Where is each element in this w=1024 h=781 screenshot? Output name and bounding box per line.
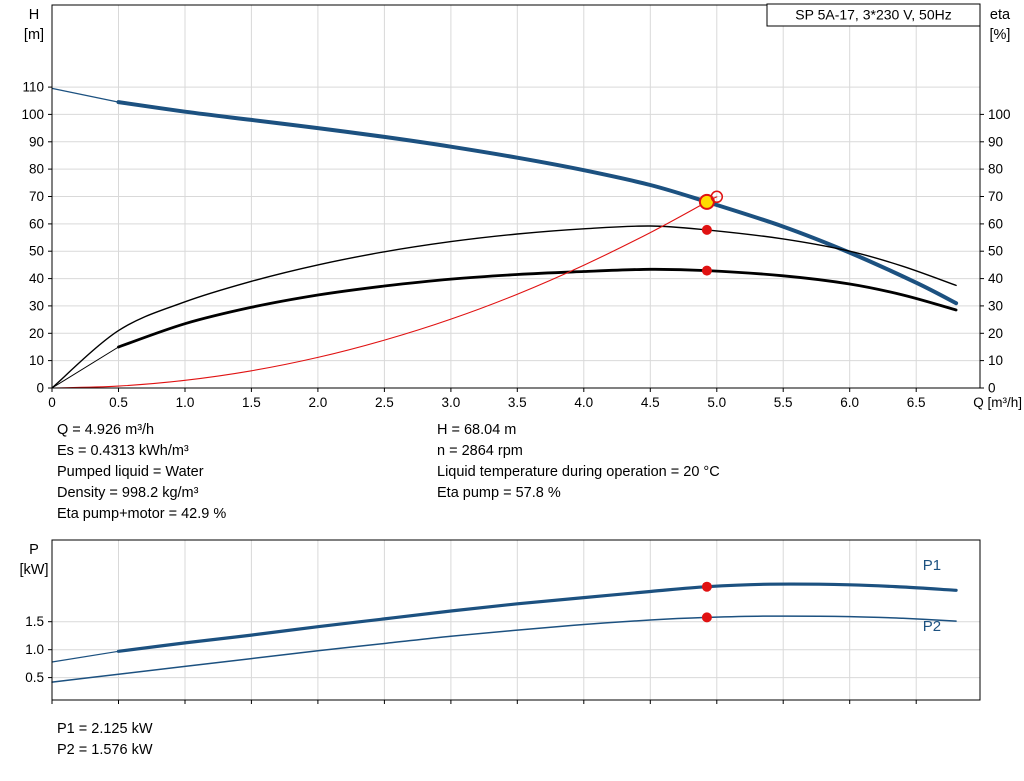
svg-text:80: 80 xyxy=(29,162,44,177)
svg-text:6.5: 6.5 xyxy=(907,395,926,410)
x-axis-label: Q [m³/h] xyxy=(973,395,1022,410)
y-axis-left-label: H xyxy=(29,7,39,23)
eta-pump-curve xyxy=(51,225,957,389)
chart-title-box xyxy=(766,3,981,27)
p2-point-marker xyxy=(701,612,712,623)
result-density: Density = 998.2 kg/m³ xyxy=(57,485,199,501)
y-axis-left-label: [kW] xyxy=(20,562,49,578)
svg-text:4.5: 4.5 xyxy=(641,395,660,410)
svg-text:70: 70 xyxy=(988,189,1003,204)
svg-text:20: 20 xyxy=(29,326,44,341)
svg-text:5.5: 5.5 xyxy=(774,395,793,410)
operating-point-results: Q = 4.926 m³/h Es = 0.4313 kWh/m³ Pumped… xyxy=(57,420,997,525)
results-right-column: H = 68.04 m n = 2864 rpm Liquid temperat… xyxy=(437,420,997,525)
axis-ticks xyxy=(48,621,917,704)
grid xyxy=(52,5,980,388)
svg-text:1.5: 1.5 xyxy=(242,395,261,410)
svg-text:20: 20 xyxy=(988,326,1003,341)
result-specific-energy: Es = 0.4313 kWh/m³ xyxy=(57,443,189,459)
svg-text:60: 60 xyxy=(29,216,44,231)
result-head: H = 68.04 m xyxy=(437,422,517,438)
svg-text:30: 30 xyxy=(29,298,44,313)
result-pumped-liquid: Pumped liquid = Water xyxy=(57,464,204,480)
chart-title: SP 5A-17, 3*230 V, 50Hz xyxy=(795,7,951,23)
eta-pump-motor-curve-lead xyxy=(51,346,119,389)
series-label-p2: P2 xyxy=(923,618,941,635)
svg-text:30: 30 xyxy=(988,298,1003,313)
svg-text:1.5: 1.5 xyxy=(25,614,44,629)
svg-text:2.0: 2.0 xyxy=(309,395,328,410)
svg-text:1.0: 1.0 xyxy=(176,395,195,410)
svg-text:10: 10 xyxy=(988,353,1003,368)
svg-text:3.0: 3.0 xyxy=(442,395,461,410)
svg-text:1.0: 1.0 xyxy=(25,642,44,657)
eta-pump-motor-curve xyxy=(117,267,958,349)
y-axis-right-label: eta xyxy=(990,7,1011,23)
result-flow: Q = 4.926 m³/h xyxy=(57,422,155,438)
svg-text:5.0: 5.0 xyxy=(707,395,726,410)
svg-text:60: 60 xyxy=(988,216,1003,231)
axis-tick-labels: 0.5 1.0 1.5 xyxy=(25,614,44,685)
svg-text:50: 50 xyxy=(29,244,44,259)
svg-text:10: 10 xyxy=(29,353,44,368)
svg-text:40: 40 xyxy=(29,271,44,286)
svg-text:6.0: 6.0 xyxy=(840,395,859,410)
eta-pump-motor-point-marker xyxy=(701,265,712,276)
svg-text:0: 0 xyxy=(48,395,56,410)
svg-text:100: 100 xyxy=(988,107,1011,122)
head-curve-lead xyxy=(51,87,119,103)
requested-point-marker xyxy=(710,190,724,204)
svg-text:100: 100 xyxy=(21,107,44,122)
svg-text:3.5: 3.5 xyxy=(508,395,527,410)
result-p2: P2 = 1.576 kW xyxy=(57,742,153,758)
svg-text:0: 0 xyxy=(988,381,996,396)
results-left-column: Q = 4.926 m³/h Es = 0.4313 kWh/m³ Pumped… xyxy=(57,420,437,525)
result-liquid-temperature: Liquid temperature during operation = 20… xyxy=(437,464,720,480)
hq-eta-chart: 0 0.5 1.0 1.5 2.0 2.5 3.0 3.5 4.0 4.5 5.0 5.5 6.0 6.5… xyxy=(21,3,1022,410)
series-label-p1: P1 xyxy=(923,557,941,574)
axis-tick-labels: 0 0.5 1.0 1.5 2.0 2.5 3.0 3.5 4.0 4.5 5.0 5.5 6.0 6.5… xyxy=(21,80,1010,410)
result-eta-pump-motor: Eta pump+motor = 42.9 % xyxy=(57,506,227,522)
grid xyxy=(52,540,980,700)
svg-text:110: 110 xyxy=(22,80,44,95)
y-axis-left-label: P xyxy=(29,542,39,558)
svg-text:4.0: 4.0 xyxy=(574,395,593,410)
result-eta-pump: Eta pump = 57.8 % xyxy=(437,485,561,501)
svg-text:0.5: 0.5 xyxy=(25,670,44,685)
svg-text:80: 80 xyxy=(988,162,1003,177)
p1-curve-lead xyxy=(51,650,119,663)
svg-text:50: 50 xyxy=(988,244,1003,259)
svg-text:0.5: 0.5 xyxy=(109,395,128,410)
result-p1: P1 = 2.125 kW xyxy=(57,721,153,737)
p1-point-marker xyxy=(701,581,712,592)
y-axis-left-label: [m] xyxy=(24,27,44,43)
axis-ticks xyxy=(48,86,984,392)
head-curve xyxy=(116,100,959,306)
eta-pump-point-marker xyxy=(701,224,712,235)
y-axis-right-label: [%] xyxy=(990,27,1011,43)
system-curve xyxy=(51,196,718,389)
plot-border xyxy=(51,539,981,701)
p2-curve xyxy=(51,615,957,683)
svg-text:90: 90 xyxy=(988,134,1003,149)
svg-text:40: 40 xyxy=(988,271,1003,286)
svg-text:0: 0 xyxy=(36,381,44,396)
p1-curve xyxy=(116,582,958,653)
svg-text:2.5: 2.5 xyxy=(375,395,394,410)
power-results: P1 = 2.125 kW P2 = 1.576 kW xyxy=(57,719,153,761)
result-speed: n = 2864 rpm xyxy=(437,443,523,459)
svg-text:70: 70 xyxy=(29,189,44,204)
svg-text:90: 90 xyxy=(29,134,44,149)
power-chart: 0.5 1.0 1.5 P [kW] P1 P2 xyxy=(20,539,981,704)
